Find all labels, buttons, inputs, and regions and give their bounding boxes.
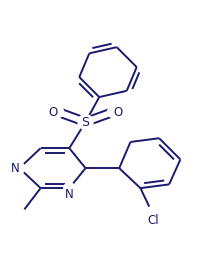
Circle shape (78, 115, 93, 130)
Circle shape (145, 206, 161, 222)
Circle shape (53, 106, 64, 118)
Text: O: O (113, 105, 122, 119)
Text: N: N (65, 188, 74, 201)
Circle shape (14, 163, 25, 174)
Circle shape (107, 106, 118, 118)
Text: N: N (11, 162, 19, 175)
Text: Cl: Cl (147, 214, 159, 227)
Text: O: O (49, 105, 58, 119)
Text: S: S (81, 116, 89, 129)
Circle shape (64, 183, 75, 194)
